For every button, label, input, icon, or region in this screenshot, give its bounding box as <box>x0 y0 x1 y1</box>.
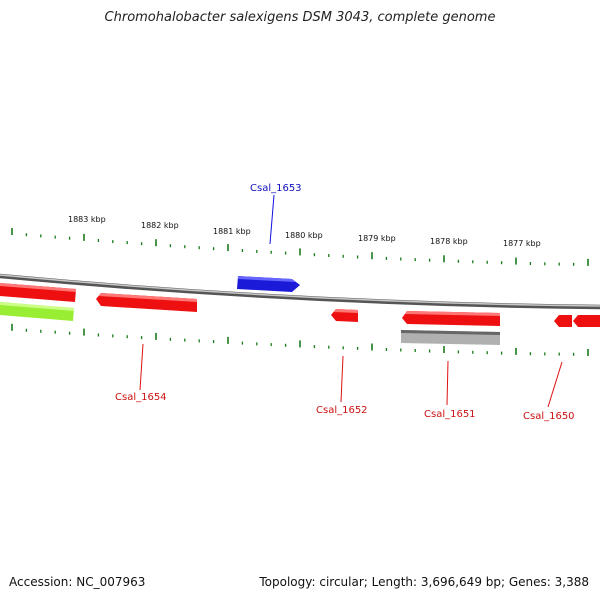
gene-csal-1650[interactable] <box>554 315 600 327</box>
gene-csal-1651[interactable] <box>402 311 500 326</box>
scale-label-1882: 1882 kbp <box>141 221 179 230</box>
topology-info: Topology: circular; Length: 3,696,649 bp… <box>259 575 589 589</box>
genome-title: Chromohalobacter salexigens DSM 3043, co… <box>104 10 496 25</box>
gene-csal-1652[interactable] <box>331 309 358 322</box>
label-csal-1653[interactable]: Csal_1653 <box>250 183 302 194</box>
accession: Accession: NC_007963 <box>9 575 146 589</box>
gene-green-left-edge[interactable] <box>0 302 74 321</box>
gene-csal-1654[interactable] <box>96 293 197 312</box>
label-csal-1650[interactable]: Csal_1650 <box>523 411 575 422</box>
leader-csal-1651 <box>446 360 449 406</box>
leader-csal-1652 <box>340 355 344 403</box>
scale-label-1878: 1878 kbp <box>430 237 468 246</box>
gene-left-edge[interactable] <box>0 283 76 302</box>
leader-csal-1650 <box>547 361 563 408</box>
outer-scale-ticks <box>11 228 589 266</box>
leader-csal-1653 <box>269 194 275 245</box>
scale-label-1880: 1880 kbp <box>285 231 323 240</box>
label-csal-1654[interactable]: Csal_1654 <box>115 392 167 403</box>
genome-backbone <box>0 273 600 310</box>
scale-label-1877: 1877 kbp <box>503 239 541 248</box>
gene-csal-1653[interactable] <box>237 276 300 292</box>
scale-label-1883: 1883 kbp <box>68 215 106 224</box>
scale-label-1879: 1879 kbp <box>358 234 396 243</box>
label-csal-1652[interactable]: Csal_1652 <box>316 405 368 416</box>
label-csal-1651[interactable]: Csal_1651 <box>424 409 476 420</box>
scale-label-1881: 1881 kbp <box>213 227 251 236</box>
gene-gray-1651[interactable] <box>401 330 500 345</box>
inner-scale-ticks <box>11 323 589 356</box>
leader-csal-1654 <box>139 343 144 391</box>
